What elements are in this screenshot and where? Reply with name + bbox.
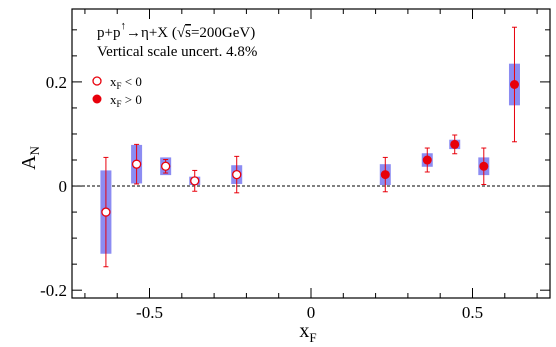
legend-label-positive: xF > 0 xyxy=(110,92,142,109)
y-tick-label: 0.2 xyxy=(46,73,67,92)
annotation: p+p↑→η+X (√s=200GeV) Vertical scale unce… xyxy=(97,20,257,60)
data-point-filled xyxy=(509,80,519,90)
x-tick-label: -0.5 xyxy=(136,303,163,322)
data-point-open xyxy=(232,169,242,180)
reaction-label: p+p↑→η+X (√s=200GeV) xyxy=(97,20,255,41)
systematic-boxes xyxy=(100,63,520,254)
legend-label-negative: xF < 0 xyxy=(110,74,142,91)
axis-ticks xyxy=(72,9,550,298)
x-tick-label: 0 xyxy=(307,303,316,322)
data-point-filled xyxy=(479,161,489,171)
x-tick-label: 0.5 xyxy=(462,303,483,322)
scale-uncertainty-note: Vertical scale uncert. 4.8% xyxy=(97,44,257,60)
data-point-filled xyxy=(422,155,432,165)
axis-tick-labels: -0.5 0 0.5 -0.2 0 0.2 xyxy=(40,73,483,322)
legend-marker-filled xyxy=(92,94,102,104)
data-point-open xyxy=(101,207,111,217)
y-axis-title: AN xyxy=(18,145,42,169)
data-point-open xyxy=(131,159,142,169)
x-axis-title: xF xyxy=(299,320,316,345)
legend: xF < 0 xF > 0 xyxy=(92,74,142,109)
legend-marker-open xyxy=(92,76,102,86)
data-point-filled xyxy=(380,170,390,180)
data-point-open xyxy=(161,161,171,171)
y-tick-label: -0.2 xyxy=(40,281,67,300)
data-point-open xyxy=(190,176,200,186)
data-point-filled xyxy=(450,139,460,149)
y-tick-label: 0 xyxy=(59,177,68,196)
data-markers xyxy=(101,80,519,217)
